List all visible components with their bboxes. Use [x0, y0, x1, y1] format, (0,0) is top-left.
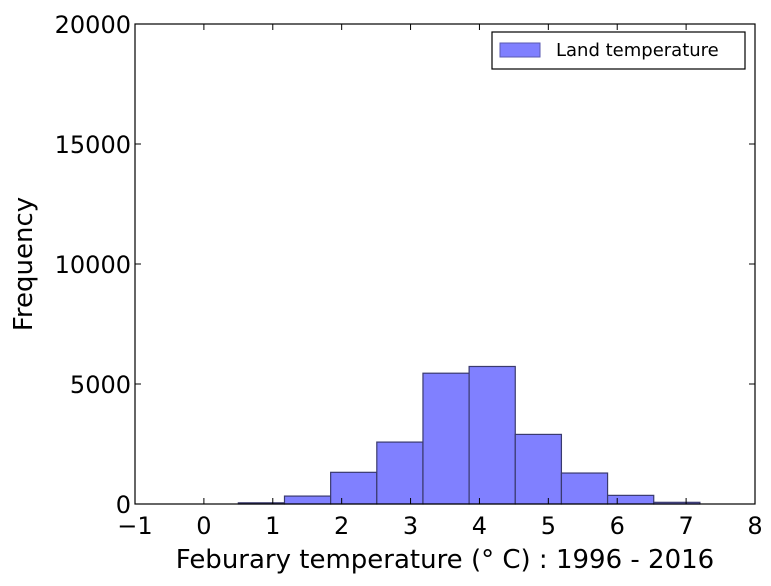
x-tick-label: 1: [265, 512, 280, 540]
legend: Land temperature: [491, 31, 746, 70]
bars-layer: [237, 365, 701, 505]
legend-swatch: [499, 42, 541, 58]
y-axis-label: Frequency: [9, 197, 39, 331]
y-tick-label: 15000: [55, 131, 131, 159]
x-tick-label: 5: [541, 512, 556, 540]
y-tick-label: 5000: [70, 371, 131, 399]
histogram-bar: [283, 495, 332, 505]
x-tick-label: 6: [610, 512, 625, 540]
x-axis-label: Feburary temperature (° C) : 1996 - 2016: [176, 545, 714, 575]
y-tick-label: 20000: [55, 11, 131, 39]
histogram-bar: [376, 441, 424, 505]
histogram-bar: [560, 472, 609, 505]
legend-label: Land temperature: [556, 40, 719, 61]
y-tick-label: 0: [116, 491, 131, 519]
x-tick-label: 3: [403, 512, 418, 540]
x-tick-label: 7: [678, 512, 693, 540]
x-tick-label: −1: [117, 512, 152, 540]
histogram-bar: [606, 494, 655, 505]
histogram-bar: [422, 372, 470, 505]
x-tick-label: 0: [196, 512, 211, 540]
y-tick-label: 10000: [55, 251, 131, 279]
x-tick-label: 4: [472, 512, 487, 540]
x-tick-label: 8: [747, 512, 762, 540]
histogram-bar: [330, 471, 378, 505]
histogram-bar: [514, 433, 563, 505]
x-tick-label: 2: [334, 512, 349, 540]
histogram-bar: [468, 365, 516, 505]
